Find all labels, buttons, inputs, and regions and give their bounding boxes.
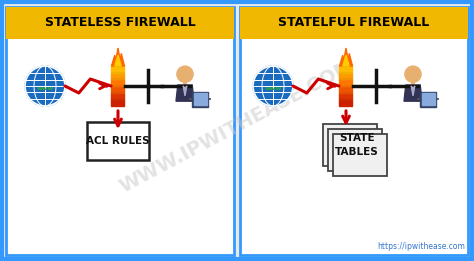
Bar	[111, 86, 125, 93]
Text: STATELESS FIREWALL: STATELESS FIREWALL	[45, 16, 195, 29]
Circle shape	[177, 66, 193, 82]
Polygon shape	[420, 92, 437, 99]
Polygon shape	[411, 86, 415, 96]
Polygon shape	[111, 48, 125, 66]
Polygon shape	[339, 48, 353, 66]
Bar	[422, 93, 435, 98]
Bar	[192, 99, 209, 106]
Polygon shape	[176, 85, 194, 101]
Text: www: www	[36, 86, 54, 92]
Circle shape	[25, 66, 65, 106]
Bar	[111, 79, 125, 86]
Bar	[111, 66, 125, 73]
Bar	[87, 122, 149, 160]
Bar	[339, 99, 353, 106]
Bar	[339, 86, 353, 93]
Bar	[339, 93, 353, 99]
Polygon shape	[115, 55, 121, 66]
Polygon shape	[192, 92, 209, 99]
Text: WWW.IPWITHEASE.COM: WWW.IPWITHEASE.COM	[117, 56, 357, 196]
Bar	[339, 73, 353, 79]
Bar	[240, 7, 468, 255]
Text: ACL RULES: ACL RULES	[86, 136, 150, 146]
Polygon shape	[343, 55, 349, 66]
Text: STATE
TABLES: STATE TABLES	[335, 133, 379, 157]
Bar	[111, 93, 125, 99]
Bar	[111, 73, 125, 79]
Bar	[194, 93, 207, 98]
Text: https://ipwithease.com: https://ipwithease.com	[377, 242, 465, 251]
Bar	[339, 79, 353, 86]
Circle shape	[253, 66, 293, 106]
Bar	[111, 99, 125, 106]
Bar	[6, 7, 234, 255]
Bar	[240, 7, 468, 39]
Bar	[328, 129, 382, 171]
Text: www: www	[264, 86, 282, 92]
Bar	[323, 124, 377, 166]
Bar	[422, 100, 435, 105]
Bar	[194, 100, 207, 105]
Bar	[333, 134, 387, 176]
Bar	[339, 66, 353, 73]
Text: STATELFUL FIREWALL: STATELFUL FIREWALL	[278, 16, 429, 29]
Polygon shape	[183, 86, 187, 96]
Bar	[6, 7, 234, 39]
Circle shape	[405, 66, 421, 82]
Bar	[420, 99, 437, 106]
Polygon shape	[404, 85, 422, 101]
